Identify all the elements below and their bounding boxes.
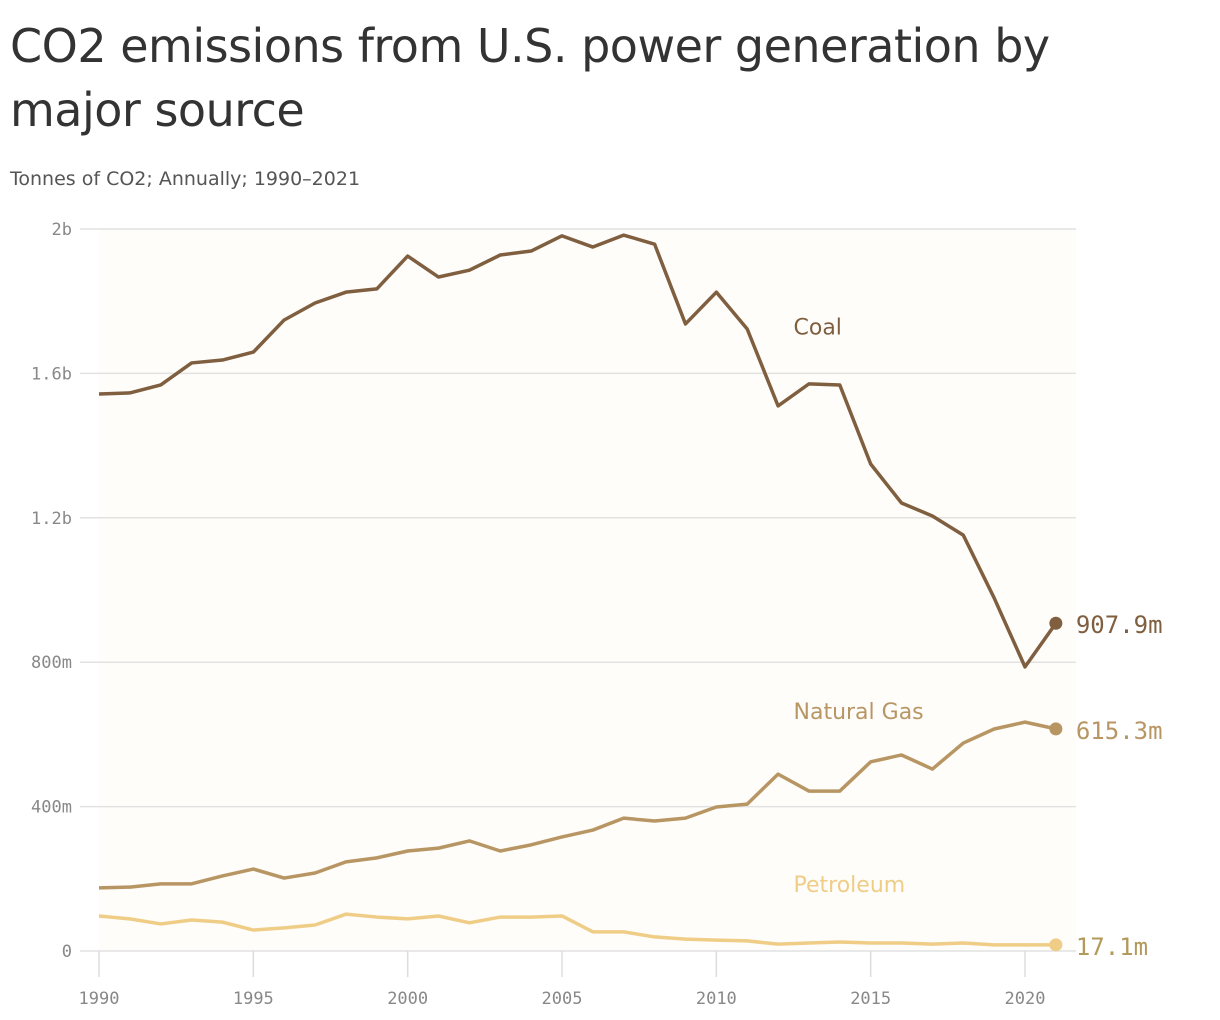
x-tick-label: 1990 bbox=[79, 989, 120, 1009]
series-label: Natural Gas bbox=[794, 700, 924, 725]
series-label: Petroleum bbox=[794, 873, 906, 898]
end-value-label: 17.1m bbox=[1076, 933, 1148, 961]
y-tick-label: 1.6b bbox=[31, 364, 72, 384]
chart-subtitle: Tonnes of CO2; Annually; 1990–2021 bbox=[10, 168, 361, 190]
x-tick-label: 2010 bbox=[696, 989, 737, 1009]
x-tick-label: 2020 bbox=[1005, 989, 1046, 1009]
y-tick-label: 400m bbox=[31, 798, 72, 818]
series-line-petroleum bbox=[98, 912, 1056, 947]
series-label: Coal bbox=[794, 315, 842, 340]
x-tick-label: 2005 bbox=[542, 989, 583, 1009]
y-tick-label: 0 bbox=[62, 942, 72, 962]
series-line-coal bbox=[98, 233, 1058, 669]
y-tick-label: 2b bbox=[52, 220, 72, 240]
series-line-natural-gas bbox=[98, 720, 1057, 890]
end-value-label: 615.3m bbox=[1076, 717, 1163, 745]
end-point bbox=[1049, 722, 1063, 736]
y-tick-label: 800m bbox=[31, 653, 72, 673]
x-tick-label: 1995 bbox=[233, 989, 274, 1009]
end-point bbox=[1049, 938, 1063, 952]
y-tick-label: 1.2b bbox=[31, 509, 72, 529]
plot-background bbox=[99, 229, 1076, 951]
x-tick-label: 2015 bbox=[850, 989, 891, 1009]
chart-title: CO2 emissions from U.S. power generation… bbox=[10, 19, 1050, 137]
end-value-label: 907.9m bbox=[1076, 611, 1163, 639]
x-tick-label: 2000 bbox=[387, 989, 428, 1009]
end-point bbox=[1049, 616, 1063, 630]
